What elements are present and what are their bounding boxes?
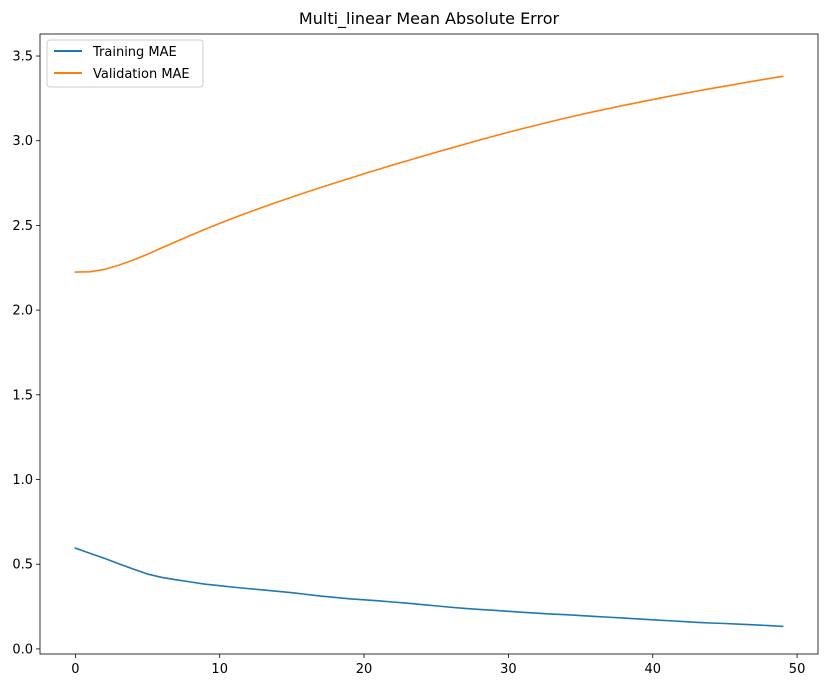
x-tick-label: 10 bbox=[211, 662, 228, 677]
legend-label-training-mae: Training MAE bbox=[92, 45, 177, 60]
y-axis: 0.0 0.5 1.0 1.5 2.0 2.5 3.0 3.5 bbox=[12, 50, 40, 657]
legend: Training MAE Validation MAE bbox=[46, 39, 204, 88]
plot-area: 0 10 20 30 40 50 0.0 0.5 1.0 1.5 2.0 2.5 3.0 3.5 bbox=[12, 33, 819, 677]
y-tick-label: 3.5 bbox=[12, 50, 33, 65]
series-line-validation-mae bbox=[74, 75, 784, 273]
y-tick-label: 0.0 bbox=[12, 642, 33, 657]
y-tick-label: 1.5 bbox=[12, 388, 33, 403]
x-tick-label: 20 bbox=[356, 662, 373, 677]
x-tick-label: 30 bbox=[500, 662, 517, 677]
plot-frame bbox=[39, 33, 819, 655]
plot-background bbox=[40, 34, 818, 654]
y-tick-label: 2.5 bbox=[12, 219, 33, 234]
x-tick-label: 50 bbox=[789, 662, 806, 677]
series-layer bbox=[74, 75, 784, 628]
series-line-training-mae bbox=[74, 547, 784, 628]
x-axis: 0 10 20 30 40 50 bbox=[71, 654, 805, 677]
y-tick-label: 1.0 bbox=[12, 473, 33, 488]
x-tick-label: 0 bbox=[71, 662, 79, 677]
y-tick-label: 3.0 bbox=[12, 134, 33, 149]
x-tick-label: 40 bbox=[644, 662, 661, 677]
chart-title: Multi_linear Mean Absolute Error bbox=[299, 9, 560, 29]
legend-label-validation-mae: Validation MAE bbox=[93, 67, 190, 82]
legend-box bbox=[46, 39, 204, 88]
y-tick-label: 2.0 bbox=[12, 304, 33, 319]
y-tick-label: 0.5 bbox=[12, 558, 33, 573]
